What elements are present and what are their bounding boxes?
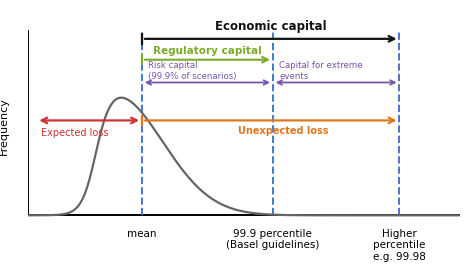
Text: Regulatory capital: Regulatory capital: [153, 46, 262, 56]
Text: Economic capital: Economic capital: [215, 20, 327, 33]
Text: Expected loss: Expected loss: [41, 128, 108, 138]
Text: Risk capital
(99.9% of scenarios): Risk capital (99.9% of scenarios): [148, 61, 237, 81]
Text: Capital for extreme
events: Capital for extreme events: [279, 61, 363, 81]
Text: Higher
percentile
e.g. 99.98: Higher percentile e.g. 99.98: [373, 229, 426, 262]
Text: 99.9 percentile
(Basel guidelines): 99.9 percentile (Basel guidelines): [226, 229, 319, 250]
Text: Frequency: Frequency: [0, 97, 9, 155]
Text: Unexpected loss: Unexpected loss: [238, 126, 328, 136]
Text: mean: mean: [127, 229, 157, 239]
